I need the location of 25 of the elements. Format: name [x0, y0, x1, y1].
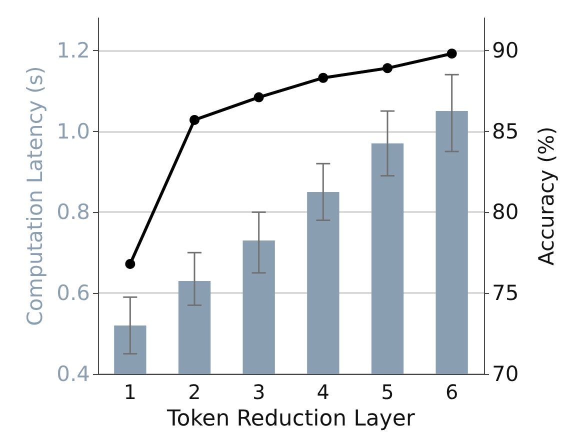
y-tick-label: 1.0	[56, 119, 90, 144]
y-axis-title: Computation Latency (s)	[23, 66, 48, 326]
y-tick-label: 0.6	[56, 281, 90, 306]
point	[382, 63, 392, 74]
point	[125, 258, 136, 269]
point	[190, 114, 200, 125]
y-tick-label: 0.4	[56, 362, 90, 386]
y2-tick-label: 70	[492, 362, 519, 386]
x-axis-title: Token Reduction Layer	[166, 406, 416, 432]
y2-tick-label: 75	[492, 281, 519, 306]
x-tick-label: 4	[316, 380, 330, 404]
x-tick-label: 5	[381, 380, 394, 404]
y2-tick-label: 80	[492, 200, 519, 224]
y2-axis-title: Accuracy (%)	[534, 126, 558, 266]
y2-tick-label: 85	[492, 119, 519, 144]
x-tick-label: 1	[124, 380, 137, 404]
x-tick-label: 6	[445, 380, 458, 404]
point	[254, 92, 264, 102]
y-tick-label: 1.2	[56, 38, 90, 62]
point	[446, 48, 457, 59]
y2-tick-label: 90	[492, 38, 519, 62]
x-tick-label: 2	[188, 380, 201, 404]
y-tick-label: 0.8	[56, 200, 90, 224]
x-tick-label: 3	[252, 380, 266, 404]
point	[318, 72, 328, 83]
